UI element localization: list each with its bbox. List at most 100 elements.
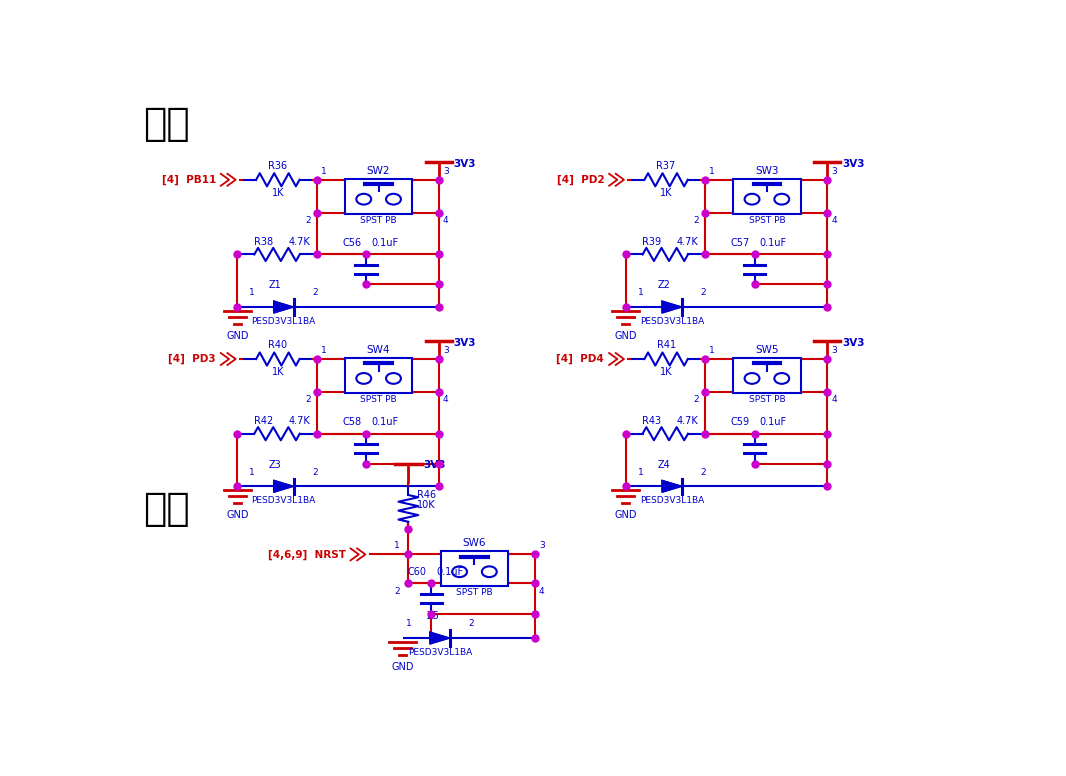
Text: SPST PB: SPST PB bbox=[748, 395, 786, 404]
Text: 4: 4 bbox=[831, 217, 837, 225]
Text: 0.1uF: 0.1uF bbox=[371, 238, 399, 248]
Text: GND: GND bbox=[226, 510, 248, 520]
Text: R37: R37 bbox=[657, 161, 676, 171]
Text: 2: 2 bbox=[305, 217, 311, 225]
Text: 4.7K: 4.7K bbox=[288, 416, 310, 426]
Bar bbox=[344, 178, 413, 213]
Text: C60: C60 bbox=[407, 567, 426, 577]
Polygon shape bbox=[662, 301, 682, 313]
Text: GND: GND bbox=[226, 331, 248, 341]
Text: 4: 4 bbox=[443, 396, 449, 404]
Text: R46: R46 bbox=[417, 490, 436, 500]
Text: SW3: SW3 bbox=[755, 166, 778, 176]
Text: PESD3V3L1BA: PESD3V3L1BA bbox=[252, 317, 316, 326]
Text: GND: GND bbox=[391, 662, 414, 672]
Text: 3V3: 3V3 bbox=[454, 158, 477, 168]
Text: 2: 2 bbox=[694, 396, 699, 404]
Text: R40: R40 bbox=[269, 340, 288, 350]
Text: 2: 2 bbox=[700, 468, 706, 476]
Text: [4]  PB11: [4] PB11 bbox=[162, 175, 215, 185]
Text: GND: GND bbox=[614, 331, 636, 341]
Text: 2: 2 bbox=[694, 217, 699, 225]
Text: 0.1uF: 0.1uF bbox=[371, 417, 399, 427]
Text: 2: 2 bbox=[394, 587, 400, 596]
Polygon shape bbox=[430, 632, 450, 644]
Text: 4: 4 bbox=[831, 396, 837, 404]
Bar bbox=[440, 552, 508, 586]
Text: 0.1uF: 0.1uF bbox=[759, 238, 787, 248]
Text: 4.7K: 4.7K bbox=[677, 416, 698, 426]
Text: 4: 4 bbox=[443, 217, 449, 225]
Text: 1: 1 bbox=[709, 167, 715, 175]
Text: 2: 2 bbox=[312, 468, 318, 476]
Text: [4]  PD2: [4] PD2 bbox=[556, 175, 604, 185]
Text: 3: 3 bbox=[443, 167, 449, 175]
Text: [4]  PD3: [4] PD3 bbox=[168, 354, 215, 364]
Text: PESD3V3L1BA: PESD3V3L1BA bbox=[252, 496, 316, 505]
Text: R42: R42 bbox=[254, 416, 273, 426]
Text: PESD3V3L1BA: PESD3V3L1BA bbox=[640, 496, 704, 505]
Text: SPST PB: SPST PB bbox=[360, 216, 397, 225]
Text: SPST PB: SPST PB bbox=[748, 216, 786, 225]
Text: 1K: 1K bbox=[272, 188, 284, 198]
Text: SPST PB: SPST PB bbox=[360, 395, 397, 404]
Text: 3: 3 bbox=[831, 346, 837, 355]
Text: 3V3: 3V3 bbox=[842, 338, 865, 348]
Text: PESD3V3L1BA: PESD3V3L1BA bbox=[407, 648, 472, 656]
Text: 3V3: 3V3 bbox=[842, 158, 865, 168]
Text: 4: 4 bbox=[539, 587, 545, 596]
Text: 1K: 1K bbox=[660, 367, 673, 377]
Text: 3: 3 bbox=[831, 167, 837, 175]
Text: [4]  PD4: [4] PD4 bbox=[556, 354, 604, 364]
Text: 1: 1 bbox=[405, 619, 411, 629]
Text: 3V3: 3V3 bbox=[454, 338, 477, 348]
Text: C59: C59 bbox=[730, 417, 749, 427]
Text: C57: C57 bbox=[730, 238, 749, 248]
Text: R39: R39 bbox=[642, 237, 661, 247]
Text: Z4: Z4 bbox=[658, 459, 671, 469]
Text: 1: 1 bbox=[709, 346, 715, 355]
Text: Z2: Z2 bbox=[658, 280, 671, 290]
Bar bbox=[733, 358, 801, 393]
Text: [4,6,9]  NRST: [4,6,9] NRST bbox=[268, 549, 345, 559]
Text: Z1: Z1 bbox=[269, 280, 281, 290]
Text: 1: 1 bbox=[394, 541, 400, 549]
Bar bbox=[344, 358, 413, 393]
Text: 10K: 10K bbox=[417, 501, 435, 511]
Text: SW5: SW5 bbox=[755, 345, 778, 355]
Text: Z5: Z5 bbox=[426, 611, 439, 622]
Text: R43: R43 bbox=[642, 416, 661, 426]
Text: 1: 1 bbox=[637, 289, 644, 297]
Polygon shape bbox=[274, 301, 293, 313]
Text: 复位: 复位 bbox=[143, 490, 190, 528]
Text: PESD3V3L1BA: PESD3V3L1BA bbox=[640, 317, 704, 326]
Text: 4.7K: 4.7K bbox=[677, 237, 698, 247]
Text: 1K: 1K bbox=[660, 188, 673, 198]
Text: 1: 1 bbox=[249, 468, 255, 476]
Polygon shape bbox=[274, 480, 293, 492]
Text: SW6: SW6 bbox=[463, 539, 486, 549]
Bar bbox=[733, 178, 801, 213]
Text: 按键: 按键 bbox=[143, 105, 190, 143]
Text: R36: R36 bbox=[269, 161, 288, 171]
Text: 3: 3 bbox=[539, 541, 545, 550]
Text: 2: 2 bbox=[700, 289, 706, 297]
Text: R38: R38 bbox=[254, 237, 273, 247]
Text: 1: 1 bbox=[637, 468, 644, 476]
Text: 1: 1 bbox=[321, 167, 326, 175]
Text: 1: 1 bbox=[249, 289, 255, 297]
Text: R41: R41 bbox=[657, 340, 676, 350]
Text: SW2: SW2 bbox=[367, 166, 390, 176]
Text: 4.7K: 4.7K bbox=[288, 237, 310, 247]
Polygon shape bbox=[662, 480, 682, 492]
Text: SPST PB: SPST PB bbox=[456, 588, 492, 598]
Text: C58: C58 bbox=[342, 417, 361, 427]
Text: 1: 1 bbox=[321, 346, 326, 355]
Text: GND: GND bbox=[614, 510, 636, 520]
Text: SW4: SW4 bbox=[367, 345, 390, 355]
Text: 2: 2 bbox=[468, 619, 474, 629]
Text: Z3: Z3 bbox=[269, 459, 281, 469]
Text: C56: C56 bbox=[342, 238, 361, 248]
Text: 0.1uF: 0.1uF bbox=[759, 417, 787, 427]
Text: 0.1uF: 0.1uF bbox=[436, 567, 464, 577]
